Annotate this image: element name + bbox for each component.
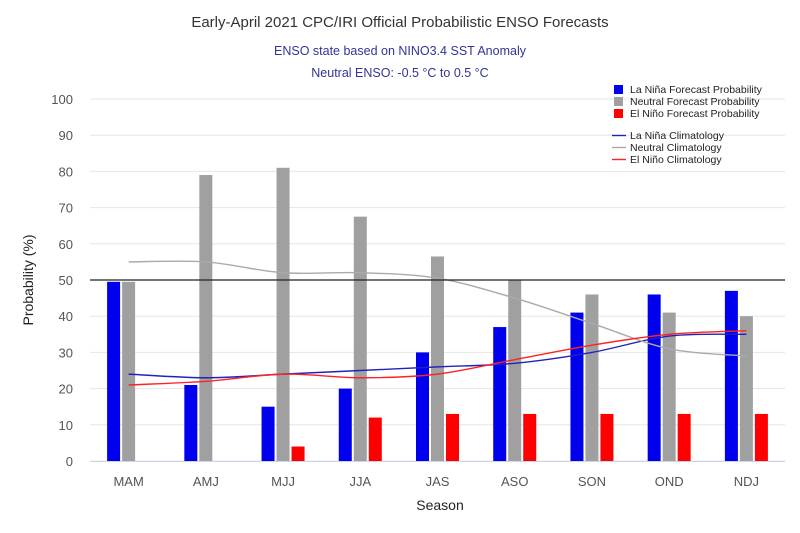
legend-swatch <box>614 109 623 118</box>
bar <box>570 312 584 461</box>
bar <box>122 281 136 461</box>
bar <box>353 216 367 461</box>
bar <box>368 417 382 461</box>
y-tick-label: 60 <box>59 237 73 252</box>
y-axis-label: Probability (%) <box>20 234 36 325</box>
bar <box>416 352 429 461</box>
climatology-line <box>128 260 747 357</box>
climatology-line <box>128 333 747 379</box>
x-tick-label: NDJ <box>734 474 759 489</box>
x-axis-label: Season <box>416 497 463 513</box>
y-tick-label: 90 <box>59 128 73 143</box>
bar <box>107 281 121 461</box>
legend-label: La Niña Climatology <box>630 130 725 142</box>
y-tick-label: 50 <box>59 273 73 288</box>
y-tick-label: 70 <box>59 201 73 216</box>
bar <box>754 413 768 461</box>
bar <box>291 446 305 461</box>
y-tick-label: 30 <box>59 345 73 360</box>
bar <box>199 175 213 461</box>
legend-label: El Niño Forecast Probability <box>630 108 760 120</box>
climatology-line <box>128 329 747 386</box>
bar <box>431 256 444 461</box>
legend-label: Neutral Forecast Probability <box>630 96 760 108</box>
bar <box>446 413 459 461</box>
legend-label: Neutral Climatology <box>630 142 722 154</box>
legend-label: La Niña Forecast Probability <box>630 84 763 96</box>
bar <box>261 406 275 461</box>
bar <box>276 167 290 461</box>
chart-subtitle-line-1: ENSO state based on NINO3.4 SST Anomaly <box>274 44 527 58</box>
x-tick-label: ASO <box>501 474 528 489</box>
legend-swatch <box>614 97 623 106</box>
y-tick-label: 80 <box>59 164 73 179</box>
y-axis-ticks: 0 10 20 30 40 50 60 70 80 90 100 <box>51 92 73 469</box>
bar <box>523 413 537 461</box>
bar <box>724 290 738 461</box>
x-tick-label: AMJ <box>193 474 219 489</box>
y-tick-label: 20 <box>59 382 73 397</box>
y-tick-label: 40 <box>59 309 73 324</box>
y-tick-label: 100 <box>51 92 73 107</box>
x-tick-label: MAM <box>113 474 143 489</box>
x-axis-ticks: MAM AMJ MJJ JJA JAS ASO SON OND NDJ <box>113 474 759 489</box>
bar <box>647 294 661 461</box>
bar <box>739 316 753 461</box>
chart-title: Early-April 2021 CPC/IRI Official Probab… <box>191 14 608 31</box>
x-tick-label: OND <box>655 474 684 489</box>
bar <box>508 280 522 461</box>
legend-swatch <box>614 85 623 94</box>
bar <box>600 413 614 461</box>
climatology-lines <box>128 260 747 386</box>
bar <box>677 413 691 461</box>
x-tick-label: SON <box>578 474 606 489</box>
bar-series <box>107 167 768 461</box>
x-tick-label: JJA <box>349 474 371 489</box>
bar <box>184 384 198 461</box>
bar <box>338 388 352 461</box>
y-tick-label: 0 <box>66 454 73 469</box>
legend-label: El Niño Climatology <box>630 154 722 166</box>
y-tick-label: 10 <box>59 418 73 433</box>
bar <box>585 294 599 461</box>
x-tick-label: JAS <box>426 474 450 489</box>
chart-subtitle-line-2: Neutral ENSO: -0.5 °C to 0.5 °C <box>311 66 488 80</box>
x-tick-label: MJJ <box>271 474 295 489</box>
bar <box>493 327 507 461</box>
